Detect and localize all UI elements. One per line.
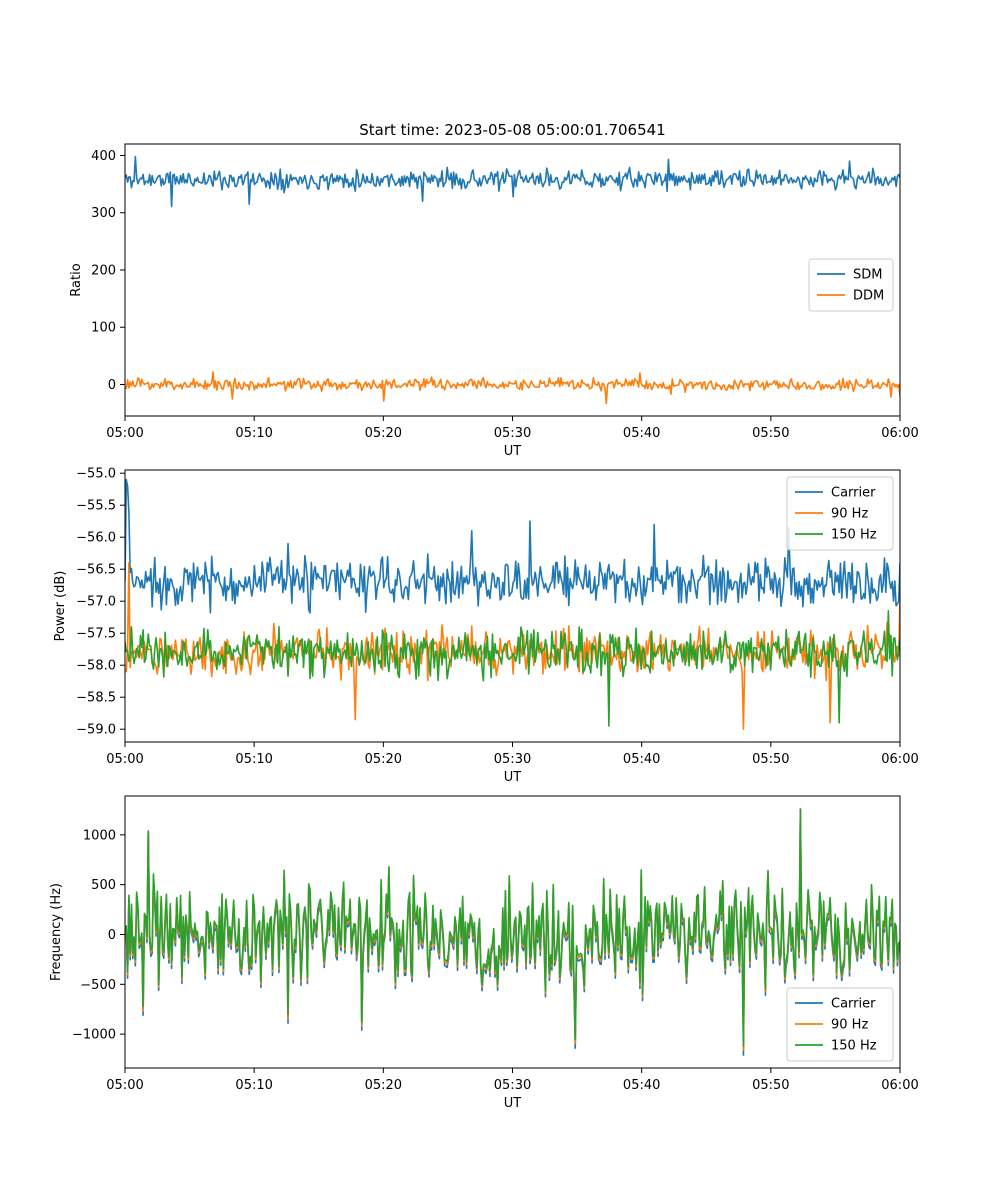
chart-panel-3: 05:00 05:10 05:20 05:30 05:40 05:50 06:00 −1000…: [49, 795, 919, 1111]
x-tick-label: 05:10: [235, 1078, 272, 1093]
legend-entry-label: DDM: [853, 289, 884, 304]
y-tick-label: −58.5: [76, 691, 116, 706]
legend-entry-label: Carrier: [831, 486, 876, 501]
legend-entry-label: 90 Hz: [831, 1018, 868, 1033]
y-tick-label: 500: [91, 878, 116, 893]
legend-box: [786, 987, 894, 1062]
series-line-carrier: [125, 478, 900, 614]
x-tick-label: 05:50: [752, 752, 789, 767]
plot-area: [125, 478, 900, 730]
x-tick-label: 05:50: [752, 426, 789, 441]
x-tick-label: 05:20: [365, 752, 402, 767]
series-line-150-hz: [125, 808, 900, 1047]
x-tick-label: 05:10: [235, 426, 272, 441]
series-line-sdm: [125, 155, 900, 208]
y-axis-label: Power (dB): [53, 571, 68, 642]
x-tick-label: 05:30: [494, 1078, 531, 1093]
x-axis-label: UT: [504, 444, 522, 459]
y-axis-label: Frequency (Hz): [49, 883, 64, 981]
legend-entry-label: Carrier: [831, 997, 876, 1012]
series-line-90-hz: [125, 562, 900, 730]
chart-title: Start time: 2023-05-08 05:00:01.706541: [359, 121, 665, 139]
y-tick-label: 400: [91, 149, 116, 164]
x-axis-label: UT: [504, 770, 522, 785]
y-tick-label: −56.5: [76, 563, 116, 578]
y-tick-label: −58.0: [76, 659, 116, 674]
legend-entry-label: SDM: [853, 268, 882, 283]
x-tick-label: 05:20: [365, 426, 402, 441]
legend: SDM DDM: [808, 258, 894, 312]
legend-box: [808, 258, 894, 312]
y-tick-label: 200: [91, 263, 116, 278]
y-tick-label: −500: [80, 978, 116, 993]
y-tick-label: 0: [108, 378, 116, 393]
x-tick-label: 05:10: [235, 752, 272, 767]
axes-frame: [124, 469, 901, 743]
y-tick-label: −55.5: [76, 499, 116, 514]
y-tick-label: −59.0: [76, 723, 116, 738]
legend-entry-label: 90 Hz: [831, 507, 868, 522]
x-tick-label: 06:00: [881, 1078, 918, 1093]
x-tick-label: 05:00: [106, 426, 143, 441]
chart-panel-1: 05:00 05:10 05:20 05:30 05:40 05:50 06:00 0 100 2…: [69, 121, 919, 459]
x-tick-label: 05:30: [494, 752, 531, 767]
series-line-ddm: [125, 371, 900, 405]
legend-box: [786, 476, 894, 551]
x-tick-label: 05:20: [365, 1078, 402, 1093]
x-tick-label: 05:00: [106, 752, 143, 767]
x-tick-label: 05:00: [106, 1078, 143, 1093]
x-tick-label: 05:40: [623, 426, 660, 441]
x-tick-label: 05:40: [623, 752, 660, 767]
y-tick-label: −57.5: [76, 627, 116, 642]
y-tick-label: −1000: [72, 1028, 116, 1043]
plot-area: [125, 808, 900, 1056]
x-tick-label: 05:40: [623, 1078, 660, 1093]
x-tick-label: 05:30: [494, 426, 531, 441]
legend-entry-label: 150 Hz: [831, 528, 877, 543]
y-tick-label: −55.0: [76, 467, 116, 482]
chart-panel-2: 05:00 05:10 05:20 05:30 05:40 05:50 06:00 −59.0…: [53, 467, 919, 785]
x-axis-label: UT: [504, 1096, 522, 1111]
y-tick-label: 1000: [83, 828, 116, 843]
x-tick-label: 05:50: [752, 1078, 789, 1093]
x-tick-label: 06:00: [881, 426, 918, 441]
y-tick-label: 100: [91, 321, 116, 336]
y-tick-label: −56.0: [76, 531, 116, 546]
plot-area: [125, 155, 900, 405]
legend-entry-label: 150 Hz: [831, 1039, 877, 1054]
legend: Carrier 90 Hz 150 Hz: [786, 987, 894, 1062]
x-tick-label: 06:00: [881, 752, 918, 767]
y-tick-label: −57.0: [76, 595, 116, 610]
y-axis-label: Ratio: [69, 263, 84, 296]
y-tick-label: 300: [91, 206, 116, 221]
y-tick-label: 0: [108, 928, 116, 943]
series-line-150-hz: [125, 610, 900, 727]
legend: Carrier 90 Hz 150 Hz: [786, 476, 894, 551]
